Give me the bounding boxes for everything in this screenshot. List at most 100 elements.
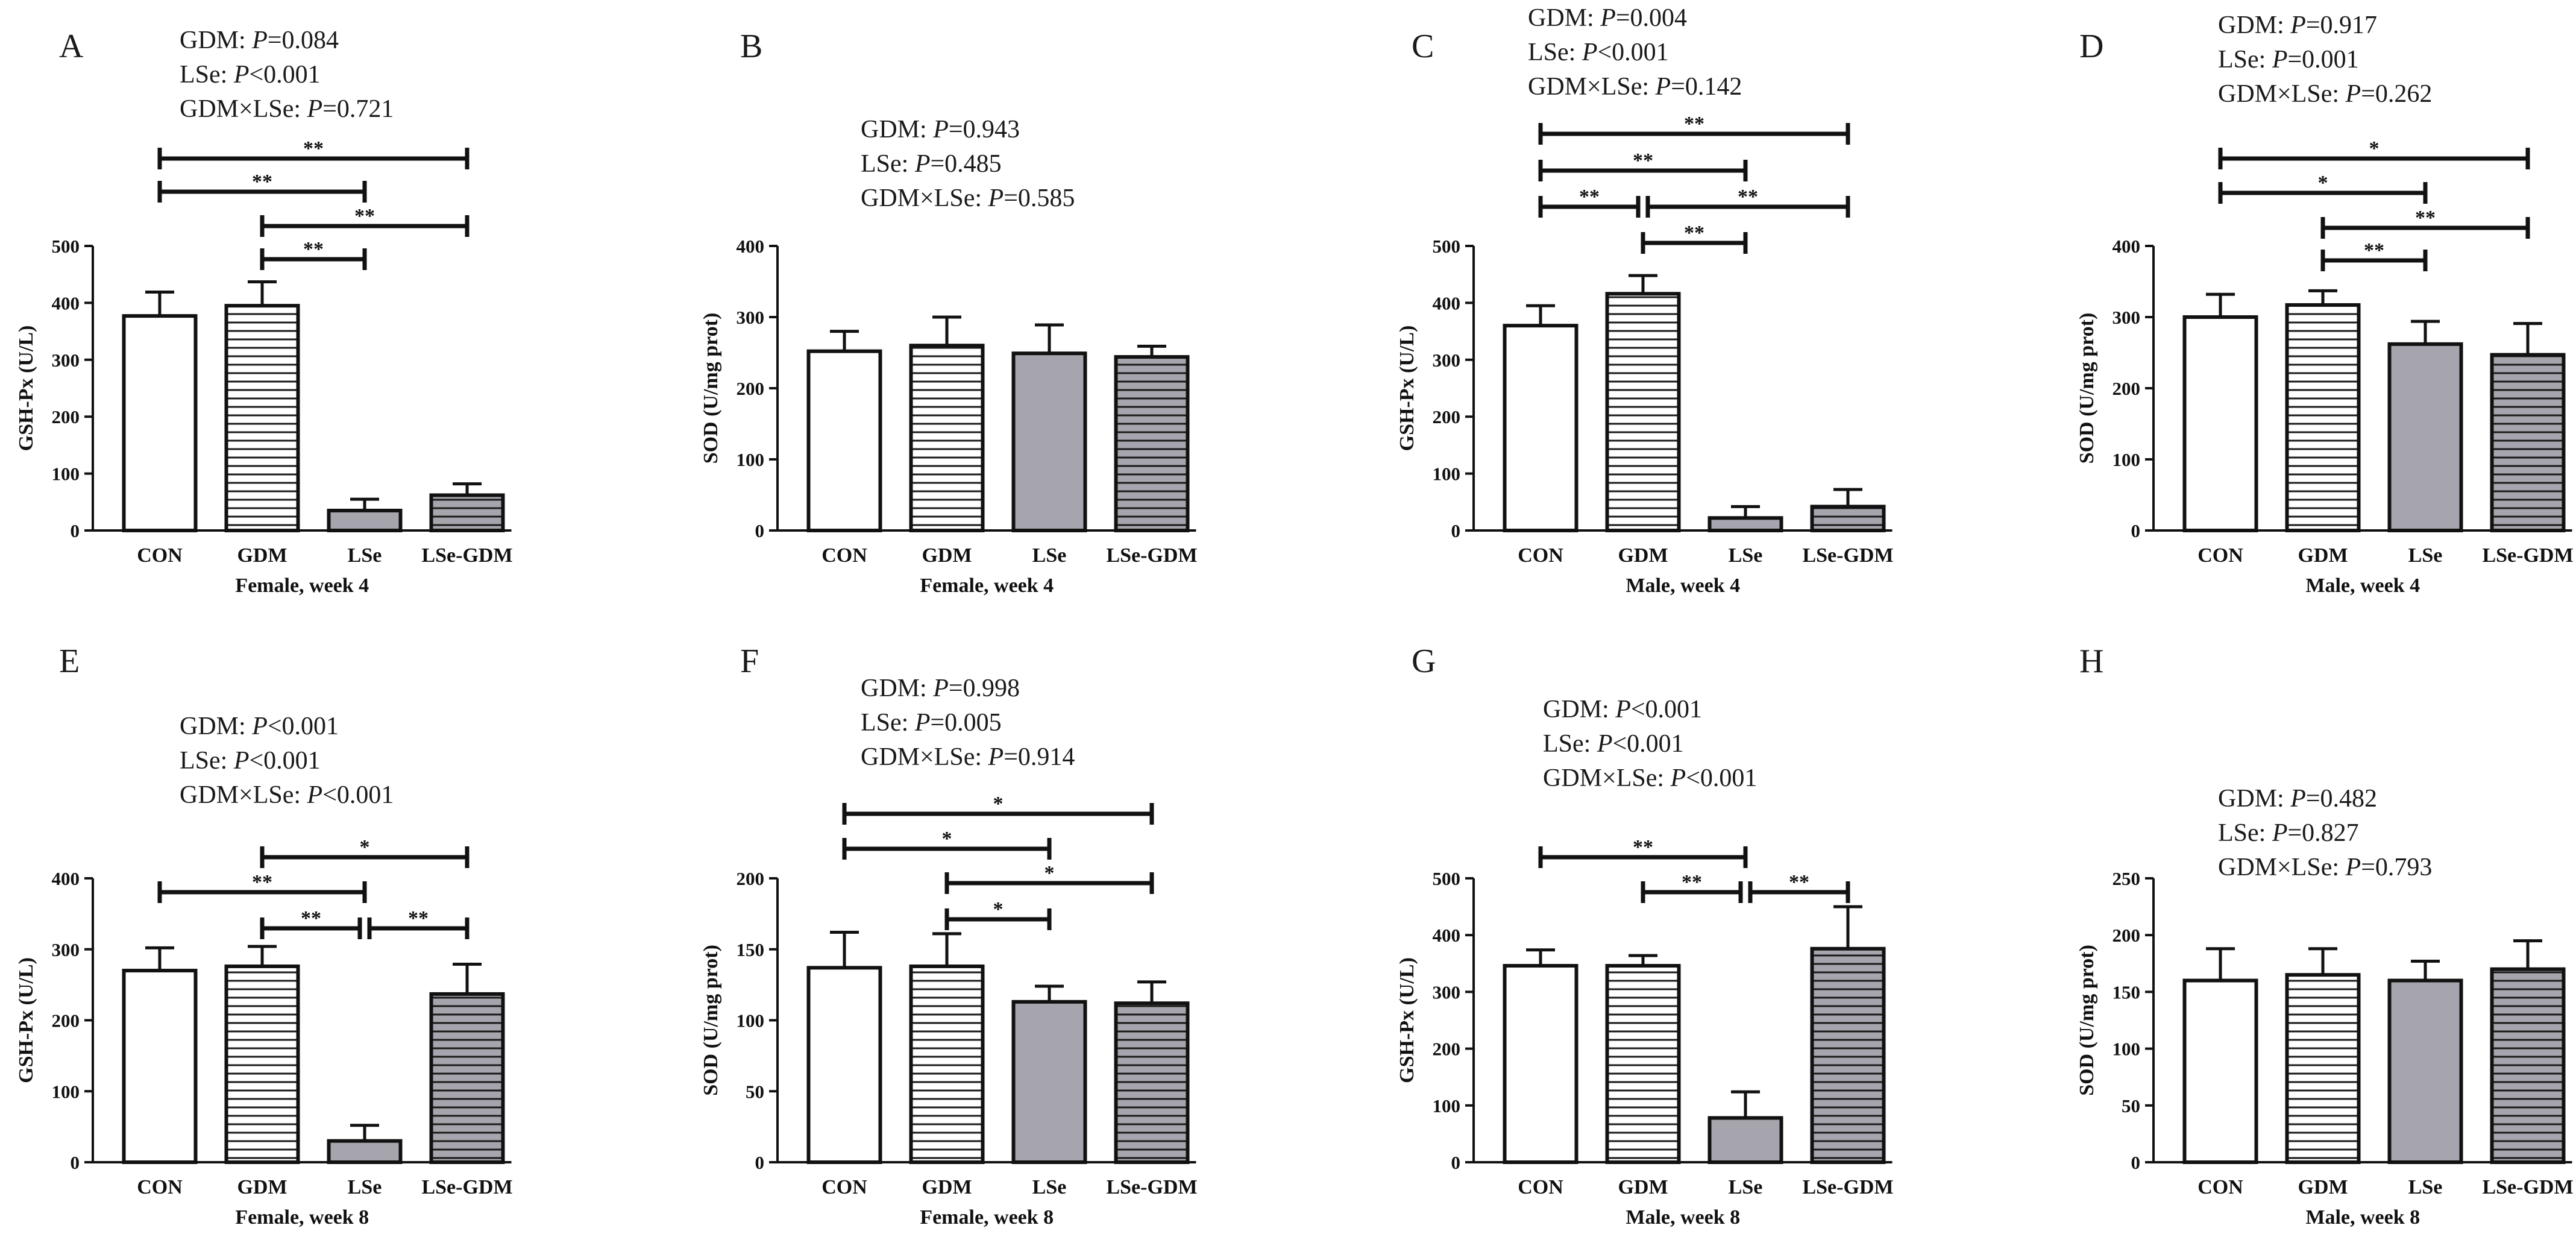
category-label: GDM <box>922 1176 972 1198</box>
bar-lse <box>327 1139 403 1165</box>
bar-gdm <box>224 304 300 532</box>
x-axis-label: Male, week 4 <box>2305 574 2420 597</box>
y-tick-label: 50 <box>2122 1095 2140 1116</box>
bar-con <box>2182 315 2258 532</box>
y-tick-label: 0 <box>755 520 765 541</box>
significance-label: ** <box>1633 149 1653 172</box>
y-tick-label: 200 <box>1433 406 1461 427</box>
category-label: GDM <box>1618 544 1668 567</box>
bar-lse-gdm <box>1114 1001 1190 1164</box>
stats-line: GDM: P=0.917 <box>2218 11 2377 39</box>
significance-label: ** <box>1738 186 1758 208</box>
bar-lse-gdm <box>1810 946 1886 1164</box>
y-tick-label: 400 <box>52 868 80 889</box>
bar-lse <box>1707 516 1783 532</box>
y-tick-label: 0 <box>1451 1152 1461 1173</box>
category-label: CON <box>2197 544 2243 567</box>
y-tick-label: 100 <box>52 1081 80 1102</box>
category-label: LSe-GDM <box>421 544 512 567</box>
category-label: CON <box>821 1176 867 1198</box>
stats-line: GDM×LSe: P=0.262 <box>2218 80 2432 108</box>
bar-lse <box>327 508 403 533</box>
x-axis-label: Male, week 4 <box>1626 574 1740 597</box>
y-tick-label: 0 <box>71 1152 80 1173</box>
y-tick-label: 500 <box>52 236 80 257</box>
y-axis-label: GSH-Px (U/L) <box>15 326 37 452</box>
y-tick-label: 200 <box>2113 378 2141 399</box>
stats-line: GDM: P=0.004 <box>1528 4 1687 32</box>
bar-lse <box>2387 342 2463 533</box>
stats-line: GDM×LSe: P=0.721 <box>180 95 394 123</box>
category-label: CON <box>1518 1176 1563 1198</box>
bar-gdm <box>909 344 985 532</box>
y-tick-label: 200 <box>2113 925 2141 946</box>
y-tick-label: 200 <box>737 378 765 399</box>
y-tick-label: 200 <box>1433 1039 1461 1060</box>
y-tick-label: 500 <box>1433 868 1461 889</box>
y-tick-label: 200 <box>52 1010 80 1031</box>
significance-label: ** <box>408 907 429 930</box>
y-tick-label: 250 <box>2113 868 2141 889</box>
bar-con <box>806 349 882 532</box>
panel-C: C GDM: P=0.004 LSe: P<0.001 GDM×LSe: P=0.14… <box>1396 4 1894 597</box>
y-tick-label: 0 <box>2131 1152 2141 1173</box>
significance-label: ** <box>252 871 272 893</box>
y-tick-label: 100 <box>2113 449 2141 470</box>
bar-gdm <box>1605 292 1681 532</box>
bar-con <box>1503 324 1579 532</box>
x-axis-label: Male, week 8 <box>1626 1206 1740 1229</box>
y-axis-label: SOD (U/mg prot) <box>700 945 722 1096</box>
y-tick-label: 100 <box>1433 464 1461 485</box>
y-axis-label: GSH-Px (U/L) <box>15 957 37 1083</box>
stats-line: LSe: P=0.827 <box>2218 819 2359 847</box>
stats-line: GDM: P<0.001 <box>180 713 339 740</box>
category-label: LSe <box>348 1176 382 1198</box>
x-axis-label: Male, week 8 <box>2305 1206 2420 1229</box>
category-label: CON <box>2197 1176 2243 1198</box>
category-label: CON <box>821 544 867 567</box>
category-label: GDM <box>237 544 287 567</box>
panel-letter: G <box>1412 643 1436 680</box>
x-axis-label: Female, week 4 <box>920 574 1054 597</box>
panel-letter: D <box>2079 28 2103 65</box>
panel-letter: B <box>740 28 762 65</box>
y-axis-label: SOD (U/mg prot) <box>2076 945 2098 1096</box>
y-tick-label: 0 <box>2131 520 2141 541</box>
stats-line: LSe: P<0.001 <box>1543 730 1684 758</box>
y-tick-label: 100 <box>2113 1039 2141 1060</box>
y-tick-label: 400 <box>737 236 765 257</box>
stats-line: GDM×LSe: P=0.793 <box>2218 854 2432 881</box>
bar-con <box>2182 978 2258 1165</box>
significance-label: ** <box>301 907 321 930</box>
category-label: CON <box>137 544 183 567</box>
panel-G: G GDM: P<0.001 LSe: P<0.001 GDM×LSe: P<0.00… <box>1396 643 1894 1229</box>
panel-letter: F <box>740 643 759 680</box>
y-tick-label: 100 <box>737 1010 765 1031</box>
category-label: LSe <box>1729 1176 1763 1198</box>
stats-line: GDM×LSe: P=0.585 <box>861 184 1075 212</box>
y-tick-label: 100 <box>737 449 765 470</box>
panel-A: A GDM: P=0.084 LSe: P<0.001 GDM×LSe: P=0.72… <box>15 27 513 597</box>
x-axis-label: Female, week 4 <box>235 574 369 597</box>
y-tick-label: 400 <box>1433 925 1461 946</box>
bar-gdm <box>224 965 300 1164</box>
significance-label: ** <box>1789 871 1809 893</box>
category-label: LSe-GDM <box>421 1176 512 1198</box>
stats-line: GDM×LSe: P=0.142 <box>1528 73 1742 101</box>
stats-line: GDM: P<0.001 <box>1543 696 1702 723</box>
category-label: LSe-GDM <box>1802 544 1893 567</box>
y-axis-label: SOD (U/mg prot) <box>700 313 722 464</box>
y-tick-label: 50 <box>746 1081 764 1102</box>
stats-line: GDM: P=0.943 <box>861 116 1020 143</box>
bar-lse-gdm <box>2490 967 2566 1164</box>
significance-label: ** <box>354 205 375 227</box>
bar-lse-gdm <box>429 493 505 532</box>
bar-gdm <box>2285 973 2361 1164</box>
stats-line: GDM: P=0.998 <box>861 675 1020 702</box>
y-tick-label: 300 <box>52 350 80 371</box>
panel-E: E GDM: P<0.001 LSe: P<0.001 GDM×LSe: P<0.00… <box>15 643 513 1229</box>
significance-label: ** <box>1633 836 1653 858</box>
y-tick-label: 0 <box>1451 520 1461 541</box>
panel-B: B GDM: P=0.943 LSe: P=0.485 GDM×LSe: P=0.58… <box>700 28 1198 597</box>
category-label: GDM <box>2298 544 2348 567</box>
